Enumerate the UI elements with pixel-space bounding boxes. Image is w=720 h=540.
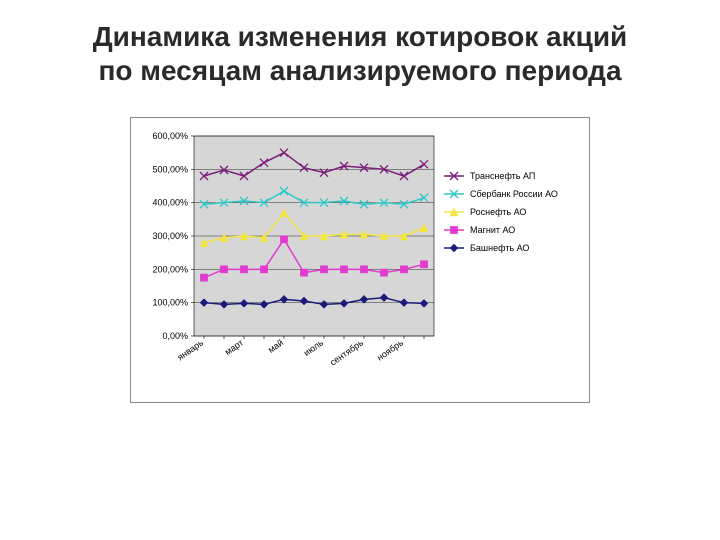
svg-text:Башнефть АО: Башнефть АО	[470, 243, 529, 253]
svg-text:0,00%: 0,00%	[162, 331, 188, 341]
svg-text:сентябрь: сентябрь	[328, 337, 365, 367]
svg-text:май: май	[266, 338, 285, 356]
svg-text:Роснефть АО: Роснефть АО	[470, 207, 526, 217]
chart-container: 0,00% 100,00% 200,00% 300,00% 400,00% 500,00%…	[130, 117, 590, 403]
slide-title: Динамика изменения котировок акций по ме…	[40, 20, 680, 87]
line-chart: 0,00% 100,00% 200,00% 300,00% 400,00% 500,00%…	[139, 128, 579, 398]
svg-text:ноябрь: ноябрь	[375, 337, 405, 362]
svg-text:Транснефть АП: Транснефть АП	[470, 171, 535, 181]
svg-text:400,00%: 400,00%	[152, 198, 188, 208]
svg-text:600,00%: 600,00%	[152, 131, 188, 141]
svg-text:июль: июль	[302, 337, 326, 358]
svg-text:300,00%: 300,00%	[152, 231, 188, 241]
title-line-2: по месяцам анализируемого периода	[98, 55, 621, 86]
svg-text:январь: январь	[175, 337, 205, 362]
svg-text:Магнит АО: Магнит АО	[470, 225, 515, 235]
svg-text:500,00%: 500,00%	[152, 165, 188, 175]
svg-text:100,00%: 100,00%	[152, 298, 188, 308]
svg-text:Сбербанк России АО: Сбербанк России АО	[470, 189, 558, 199]
title-line-1: Динамика изменения котировок акций	[93, 21, 628, 52]
svg-text:200,00%: 200,00%	[152, 265, 188, 275]
svg-text:март: март	[223, 338, 245, 358]
